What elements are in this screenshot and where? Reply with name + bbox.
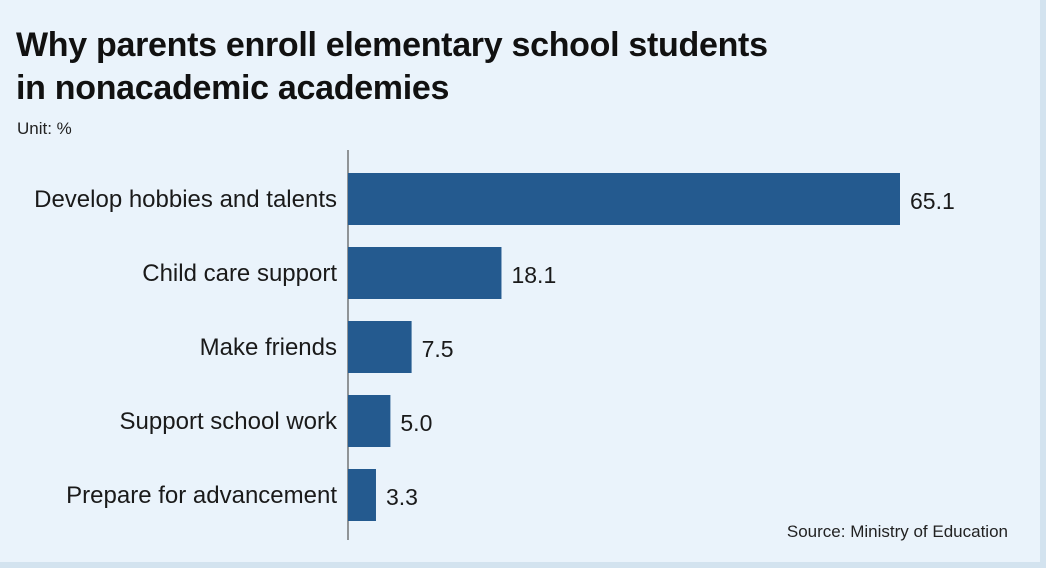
value-label: 18.1 [511,262,556,288]
bar [348,173,900,225]
bar [348,395,391,447]
bar [348,247,502,299]
value-label: 5.0 [400,410,432,436]
chart-title-line-1: Why parents enroll elementary school stu… [16,26,768,64]
bottom-border [0,562,1046,568]
source-note: Source: Ministry of Education [786,522,1008,541]
bar [348,321,412,373]
value-label: 65.1 [910,188,955,214]
category-label: Support school work [120,408,338,435]
category-label: Develop hobbies and talents [34,186,337,213]
chart-title-line-2: in nonacademic academies [16,69,450,107]
chart-title: Why parents enroll elementary school stu… [16,24,1016,110]
value-label: 7.5 [422,336,454,362]
bar [348,469,376,521]
unit-label: Unit: % [17,119,72,138]
category-label: Child care support [142,260,337,287]
category-label: Make friends [200,334,337,361]
category-label: Prepare for advancement [66,482,337,509]
right-border [1040,0,1046,568]
value-label: 3.3 [386,484,418,510]
